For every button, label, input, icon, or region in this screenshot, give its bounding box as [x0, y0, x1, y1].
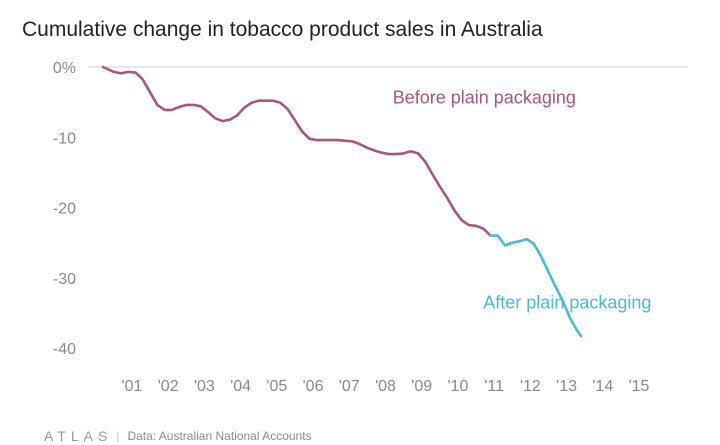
series-line-before [101, 65, 492, 237]
y-tick-label: -10 [53, 130, 76, 147]
footer: ATLAS | Data: Australian National Accoun… [44, 428, 312, 444]
series-line-after [489, 234, 583, 338]
x-tick-label: '05 [266, 378, 287, 395]
atlas-logo: ATLAS [44, 428, 113, 444]
x-tick-label: '02 [158, 378, 179, 395]
annotation-label-after: After plain packaging [483, 293, 651, 313]
x-tick-label: '07 [339, 378, 360, 395]
x-tick-label: '01 [122, 378, 143, 395]
x-tick-label: '03 [194, 378, 215, 395]
x-tick-label: '12 [520, 378, 541, 395]
x-tick-label: '10 [448, 378, 469, 395]
x-tick-label: '13 [556, 378, 577, 395]
y-tick-label: -40 [53, 341, 76, 358]
x-tick-label: '04 [230, 378, 251, 395]
annotation-label-before: Before plain packaging [393, 88, 576, 108]
series-group [101, 65, 583, 338]
x-tick-label: '09 [411, 378, 432, 395]
x-tick-label: '14 [592, 378, 613, 395]
footer-separator: | [116, 429, 120, 443]
y-tick-label: -30 [53, 271, 76, 288]
x-tick-label: '15 [629, 378, 650, 395]
axis-group: 0% -10 -20 -30 -40 '01 '02 '03 '04 '05 '06 '07 '08 '0… [53, 60, 688, 395]
y-tick-label: -20 [53, 201, 76, 218]
x-tick-label: '11 [484, 378, 504, 395]
x-tick-label: '08 [375, 378, 396, 395]
data-source: Data: Australian National Accounts [127, 429, 312, 443]
annotation-group: Before plain packaging After plain packag… [393, 88, 652, 313]
chart-title: Cumulative change in tobacco product sal… [22, 18, 543, 41]
x-tick-label: '06 [303, 378, 324, 395]
y-tick-label: 0% [53, 60, 76, 77]
